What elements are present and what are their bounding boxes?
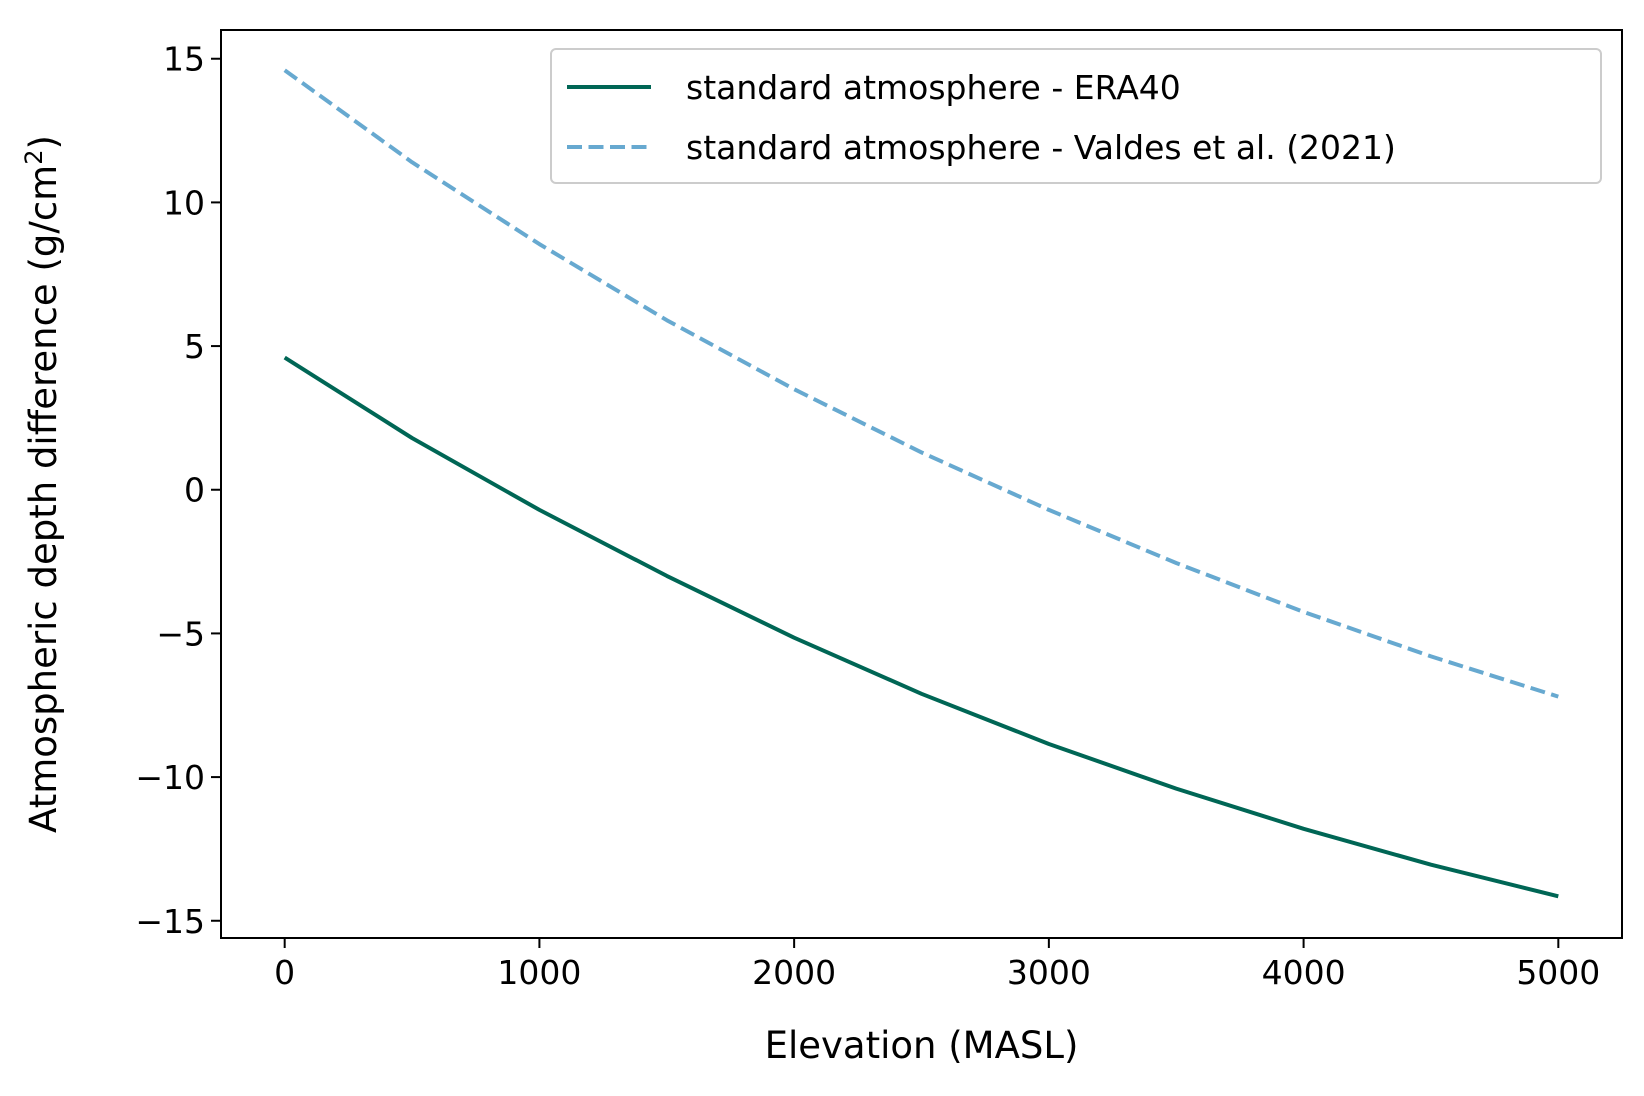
y-tick-label: 5 — [184, 327, 205, 366]
x-tick-label: 0 — [274, 953, 295, 992]
legend-label-1: standard atmosphere - ERA40 — [686, 68, 1181, 107]
x-tick-label: 3000 — [1007, 953, 1091, 992]
y-tick-label: 15 — [163, 40, 205, 79]
y-tick-label: 0 — [184, 471, 205, 510]
y-tick-label: 10 — [163, 183, 205, 222]
y-axis-ticks: 15 10 5 0 −5 −10 −15 — [135, 40, 221, 941]
x-axis-ticks: 0 1000 2000 3000 4000 5000 — [274, 938, 1600, 992]
x-tick-label: 1000 — [497, 953, 581, 992]
x-tick-label: 5000 — [1516, 953, 1600, 992]
series-line-2 — [283, 68, 1559, 699]
y-tick-label: −5 — [156, 614, 205, 653]
plot-area-frame — [220, 29, 1623, 939]
x-axis-label: Elevation (MASL) — [765, 1024, 1079, 1067]
y-axis-label-main: Atmospheric depth difference (g/cm — [22, 165, 65, 833]
y-tick-label: −10 — [135, 758, 205, 797]
legend-box — [550, 48, 1602, 184]
legend: standard atmosphere - ERA40 standard atmo… — [550, 48, 1602, 184]
legend-label-2: standard atmosphere - Valdes et al. (202… — [686, 128, 1396, 167]
y-axis-label-suffix: ) — [22, 135, 65, 149]
y-axis-label: Atmospheric depth difference (g/cm2) — [20, 135, 65, 833]
series-layer — [283, 68, 1559, 899]
x-tick-label: 2000 — [752, 953, 836, 992]
y-axis-label-superscript: 2 — [20, 150, 48, 165]
series-line-1 — [283, 355, 1559, 899]
y-tick-label: −15 — [135, 902, 205, 941]
x-tick-label: 4000 — [1262, 953, 1346, 992]
